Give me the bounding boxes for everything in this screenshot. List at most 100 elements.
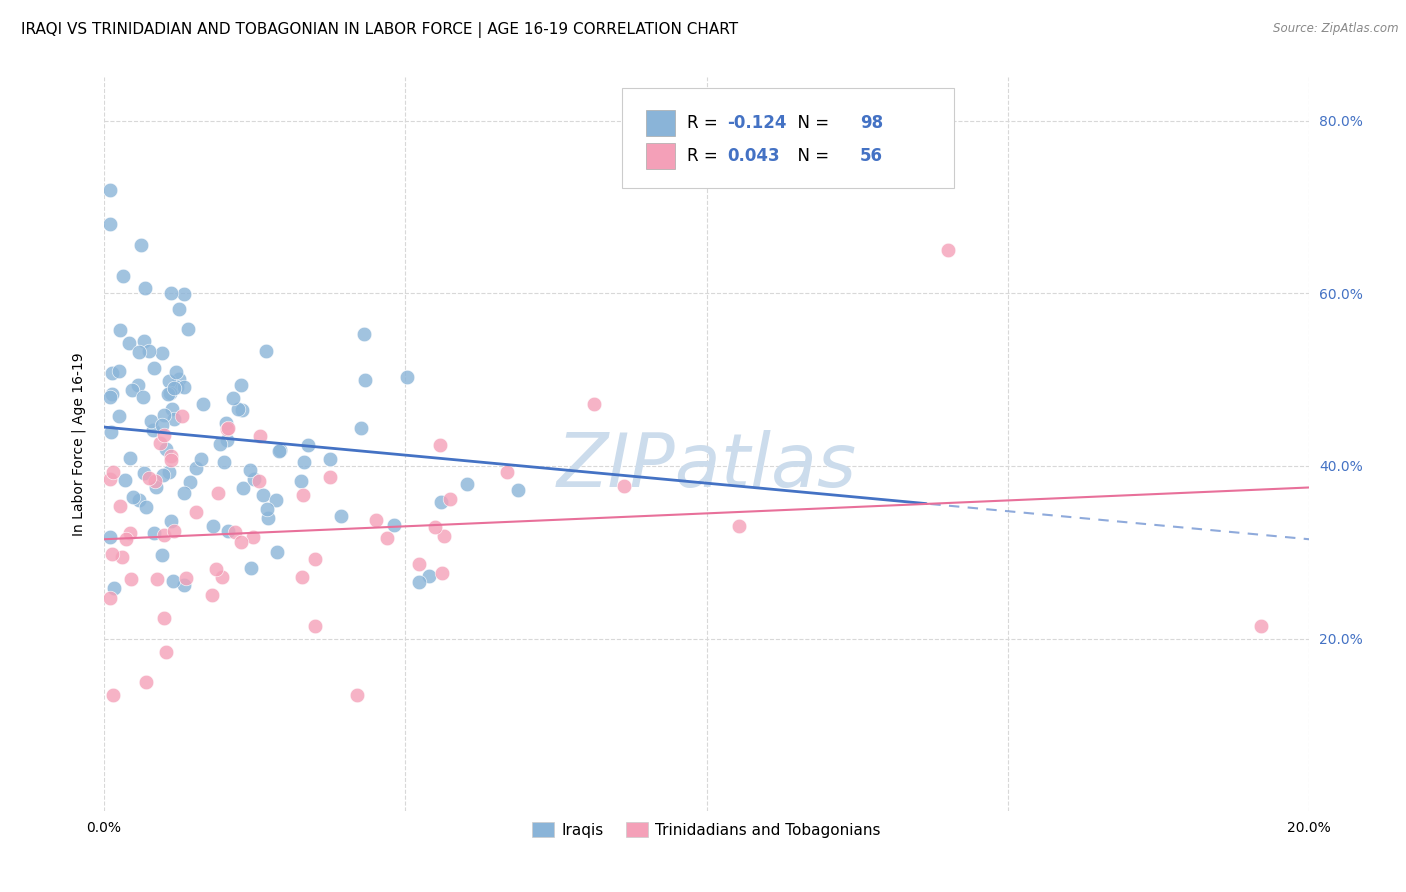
Point [249, 429, 271, 443]
Point [162, 524, 184, 539]
Point [613, 479, 636, 493]
FancyBboxPatch shape [647, 110, 675, 136]
Point [159, 452, 181, 467]
Point [583, 397, 606, 411]
Point [232, 482, 254, 496]
Point [249, 474, 271, 488]
Point [160, 401, 183, 416]
Text: -0.124: -0.124 [727, 114, 786, 132]
Point [143, 474, 166, 488]
Point [242, 530, 264, 544]
Text: ZIPatlas: ZIPatlas [557, 430, 856, 502]
Point [122, 490, 145, 504]
Point [108, 364, 131, 378]
Point [153, 427, 176, 442]
Point [375, 531, 398, 545]
Point [162, 574, 184, 588]
Point [224, 524, 246, 539]
Legend: Iraqis, Trinidadians and Tobagonians: Iraqis, Trinidadians and Tobagonians [526, 815, 887, 844]
Point [121, 383, 143, 397]
Text: IRAQI VS TRINIDADIAN AND TOBAGONIAN IN LABOR FORCE | AGE 16-19 CORRELATION CHART: IRAQI VS TRINIDADIAN AND TOBAGONIAN IN L… [21, 22, 738, 38]
Point [152, 528, 174, 542]
Point [142, 423, 165, 437]
Point [432, 566, 454, 580]
Point [291, 488, 314, 502]
Point [231, 403, 253, 417]
Point [100, 425, 122, 440]
Point [100, 591, 122, 606]
Point [396, 370, 419, 384]
Point [153, 409, 176, 423]
Point [208, 437, 231, 451]
Point [266, 493, 288, 508]
Point [155, 442, 177, 456]
Point [304, 619, 326, 633]
Point [408, 557, 430, 571]
Text: Source: ZipAtlas.com: Source: ZipAtlas.com [1274, 22, 1399, 36]
Point [257, 511, 280, 525]
Point [159, 514, 181, 528]
Point [160, 285, 183, 300]
Point [159, 386, 181, 401]
Point [101, 366, 124, 380]
Point [179, 475, 201, 489]
Point [101, 688, 124, 702]
Point [506, 483, 529, 498]
Point [204, 562, 226, 576]
Point [135, 500, 157, 515]
Point [114, 533, 136, 547]
Point [304, 551, 326, 566]
Point [165, 365, 187, 379]
Point [319, 470, 342, 484]
Text: R =: R = [688, 147, 723, 165]
Point [728, 518, 751, 533]
Point [173, 578, 195, 592]
Point [936, 243, 959, 257]
Point [292, 454, 315, 468]
Point [146, 572, 169, 586]
Point [193, 397, 215, 411]
Point [215, 416, 238, 430]
Point [184, 505, 207, 519]
Point [157, 374, 180, 388]
Text: R =: R = [688, 114, 723, 132]
Point [329, 509, 352, 524]
Point [103, 581, 125, 595]
Point [291, 570, 314, 584]
Point [101, 547, 124, 561]
Point [157, 387, 180, 401]
Point [418, 568, 440, 582]
FancyBboxPatch shape [623, 88, 953, 187]
Point [207, 486, 229, 500]
Point [456, 477, 478, 491]
Point [439, 491, 461, 506]
Point [430, 495, 453, 509]
Point [350, 420, 373, 434]
Point [108, 499, 131, 513]
Point [150, 548, 173, 562]
Point [239, 561, 262, 575]
Point [160, 450, 183, 464]
Point [290, 474, 312, 488]
Point [346, 688, 368, 702]
Point [433, 528, 456, 542]
Point [495, 466, 517, 480]
Point [128, 344, 150, 359]
Point [120, 526, 142, 541]
Point [135, 675, 157, 690]
Point [150, 346, 173, 360]
Point [212, 455, 235, 469]
Text: 98: 98 [859, 114, 883, 132]
Point [157, 465, 180, 479]
Point [231, 535, 253, 549]
Point [1250, 618, 1272, 632]
Point [132, 334, 155, 349]
Point [98, 217, 121, 231]
Point [201, 518, 224, 533]
Text: 56: 56 [859, 147, 883, 165]
Point [108, 409, 131, 423]
Point [184, 460, 207, 475]
Point [267, 443, 290, 458]
Point [211, 570, 233, 584]
Point [149, 436, 172, 450]
